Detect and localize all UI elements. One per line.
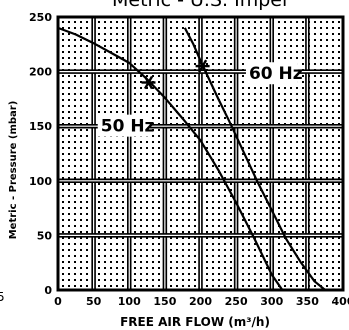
operating-point-markers	[141, 59, 210, 90]
y-tick-labels: 0 50 100 150 200 250	[29, 11, 52, 297]
curve-50-hz	[57, 26, 284, 291]
x-axis-title: FREE AIR FLOW (m³/h)	[120, 315, 270, 329]
marker-stroke	[198, 59, 208, 73]
curve-label-60-hz: 60 Hz	[249, 64, 303, 84]
x-tick-label: 300	[260, 295, 283, 308]
curve-labels: 50 Hz 60 Hz	[97, 62, 303, 137]
curve-label-bg	[245, 62, 298, 85]
x-tick-label: 400	[332, 295, 349, 308]
y-tick-label: 0	[44, 284, 52, 297]
y-tick-label: 150	[29, 120, 52, 133]
y-tick-label: 50	[37, 229, 53, 242]
x-tick-label: 200	[189, 295, 212, 308]
x-tick-label: 100	[118, 295, 141, 308]
x-tick-label: 50	[86, 295, 102, 308]
x-tick-label: 0	[54, 295, 62, 308]
x-tick-label: 150	[153, 295, 176, 308]
y-tick-label: 250	[29, 11, 52, 24]
edge-fragment: 5	[0, 290, 5, 304]
curve-label-50-hz: 50 Hz	[101, 117, 155, 137]
y-axis-title: Metric - Pressure (mbar)	[8, 101, 19, 240]
grid-lines	[56, 15, 345, 292]
marker-stroke	[143, 75, 154, 90]
operating-point-marker	[141, 75, 156, 90]
plot-frame	[56, 15, 345, 292]
y-tick-label: 200	[29, 66, 52, 79]
x-tick-labels: 0 50 100 150 200 250 300 350 400	[54, 295, 349, 308]
x-tick-label: 250	[225, 295, 248, 308]
x-tick-label: 350	[296, 295, 319, 308]
y-tick-label: 100	[29, 175, 52, 188]
operating-point-marker	[195, 59, 210, 73]
title-fragment: Metric - U.S. Impel	[112, 0, 287, 11]
curve-label-bg	[97, 114, 150, 137]
